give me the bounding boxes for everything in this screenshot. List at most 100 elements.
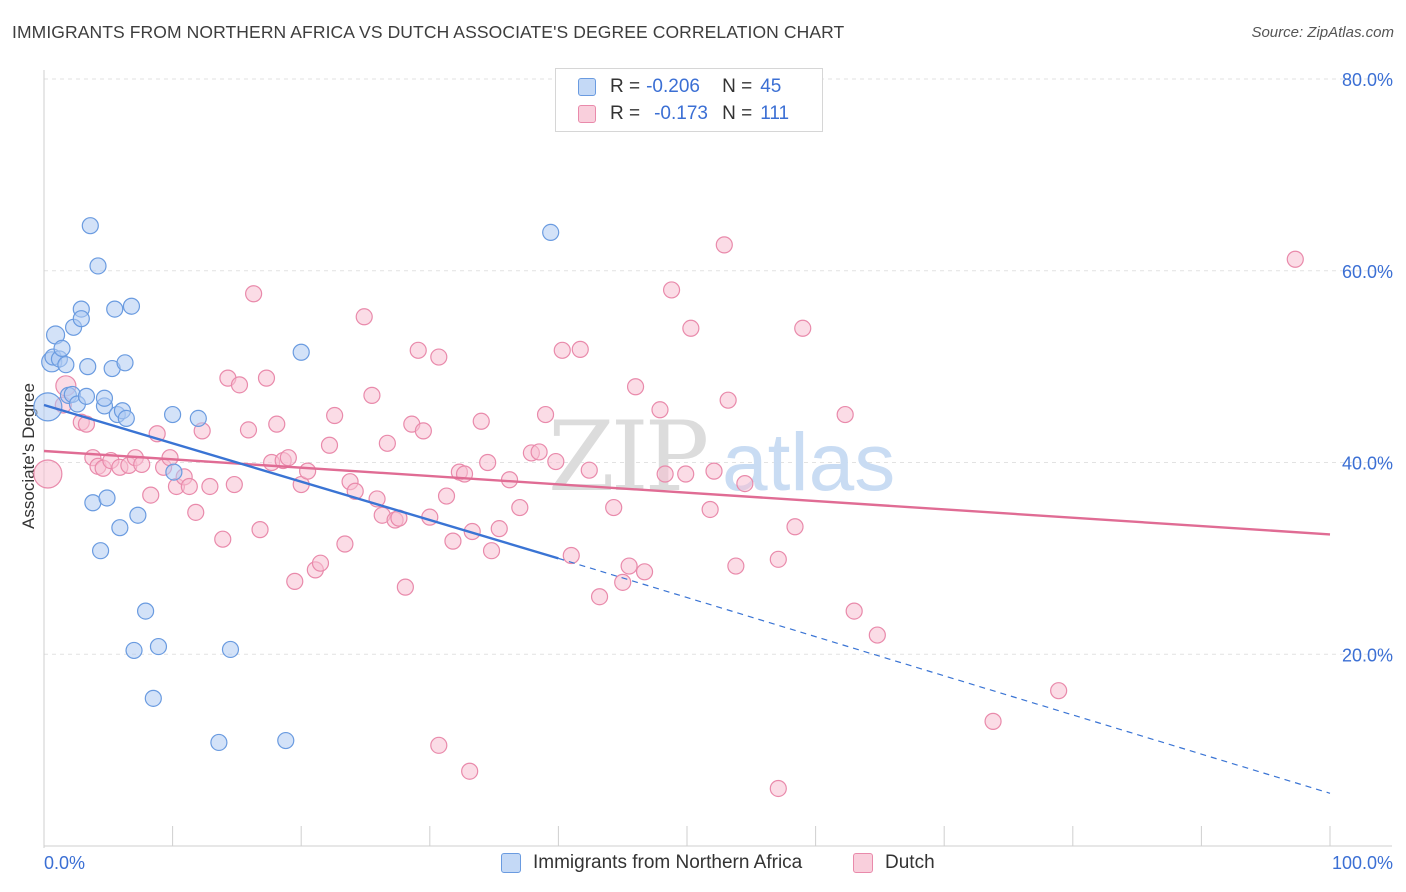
dutch-point <box>677 465 695 483</box>
northern-africa-point <box>292 343 310 361</box>
series-swatch-blue <box>501 853 521 873</box>
dutch-point <box>530 443 548 461</box>
dutch-point <box>346 482 364 500</box>
dutch-point <box>736 474 754 493</box>
northern-africa-points <box>33 217 560 752</box>
axes <box>43 70 1392 848</box>
dutch-point <box>580 461 598 479</box>
dutch-point <box>430 348 448 366</box>
legend-r-value: -0.206 <box>646 76 700 97</box>
dutch-point <box>201 477 219 496</box>
dutch-point <box>590 588 609 606</box>
watermark-atlas: atlas <box>722 417 895 508</box>
dutch-point <box>257 369 276 387</box>
northern-africa-point <box>57 356 75 374</box>
legend-swatch-pink <box>578 105 596 123</box>
dutch-point <box>326 406 344 425</box>
dutch-point <box>715 236 733 254</box>
northern-africa-point <box>210 733 228 752</box>
northern-africa-point <box>79 358 97 376</box>
dutch-point <box>1050 682 1068 700</box>
northern-africa-point <box>277 731 295 750</box>
watermark-zip: ZIP <box>548 401 707 513</box>
stats-legend: R = -0.206 N = 45 R = -0.173 N = 111 <box>555 68 823 132</box>
northern-africa-point <box>189 409 207 427</box>
northern-africa-point <box>125 641 143 660</box>
northern-africa-point <box>149 637 168 656</box>
dutch-point <box>701 500 719 519</box>
y-tick-label: 40.0% <box>1342 454 1393 474</box>
northern-africa-point <box>106 300 124 318</box>
dutch-point <box>77 415 96 433</box>
dutch-point <box>845 602 863 620</box>
dutch-point <box>547 452 565 471</box>
dutch-point <box>187 503 205 521</box>
legend-r-label: R = <box>610 76 641 97</box>
dutch-point <box>719 391 737 409</box>
northern-africa-point <box>77 387 96 405</box>
series-legend-northern-africa[interactable]: Immigrants from Northern Africa <box>501 852 802 874</box>
dutch-point <box>142 486 160 504</box>
legend-n-value: 111 <box>760 103 790 124</box>
dutch-point <box>437 487 456 505</box>
dutch-point <box>355 308 373 326</box>
dutch-point <box>794 319 812 337</box>
y-tick-label: 80.0% <box>1342 70 1393 90</box>
northern-africa-point <box>221 640 240 659</box>
dutch-points <box>33 236 1304 798</box>
dutch-point <box>868 626 886 644</box>
dutch-trendline <box>43 449 1331 536</box>
series-legend-dutch[interactable]: Dutch <box>853 852 935 874</box>
series-swatch-pink <box>853 853 873 873</box>
dutch-point <box>620 557 638 575</box>
dutch-point <box>230 376 249 394</box>
northern-africa-point <box>72 310 90 328</box>
northern-africa-point <box>81 217 99 235</box>
dutch-point <box>286 572 304 590</box>
dutch-point <box>479 453 497 472</box>
northern-africa-point <box>129 506 147 524</box>
dutch-point <box>444 532 462 550</box>
dutch-point <box>299 462 317 480</box>
northern-africa-point <box>165 463 183 481</box>
dutch-point <box>472 412 490 430</box>
dutch-point <box>511 498 529 517</box>
x-tick-label-max: 100.0% <box>1332 853 1393 873</box>
legend-row-northern-africa: R = -0.206 N = 45 <box>578 74 781 100</box>
trendlines <box>43 403 1331 794</box>
legend-n-value: 45 <box>760 76 782 97</box>
northern-africa-point <box>53 339 71 358</box>
dutch-point <box>626 378 645 396</box>
dutch-point <box>769 779 787 798</box>
x-ticks <box>43 826 1331 846</box>
watermark: ZIP atlas <box>548 401 895 513</box>
dutch-point <box>378 434 396 452</box>
dutch-point <box>562 546 580 565</box>
gridlines <box>44 78 1392 655</box>
dutch-point <box>180 477 198 496</box>
x-tick-label-min: 0.0% <box>44 853 85 873</box>
dutch-point <box>984 712 1002 730</box>
northern-africa-trendline-extension <box>558 557 1331 794</box>
y-tick-label: 60.0% <box>1342 262 1393 282</box>
legend-row-dutch: R = -0.173 N = 111 <box>578 101 789 127</box>
dutch-point <box>635 563 654 581</box>
dutch-point <box>311 554 330 572</box>
legend-n-label: N = <box>722 76 753 97</box>
dutch-point <box>251 521 269 539</box>
dutch-point <box>605 498 623 517</box>
dutch-point <box>553 341 571 359</box>
dutch-point <box>705 462 723 480</box>
dutch-point <box>1286 250 1304 268</box>
series-label: Dutch <box>885 852 935 873</box>
legend-n-label: N = <box>722 103 753 124</box>
dutch-point <box>336 535 354 553</box>
chart-title: IMMIGRANTS FROM NORTHERN AFRICA VS DUTCH… <box>12 22 845 42</box>
dutch-point <box>268 415 286 433</box>
northern-africa-point <box>117 409 135 427</box>
northern-africa-point <box>91 542 110 560</box>
dutch-point <box>430 736 448 754</box>
dutch-point <box>571 340 589 358</box>
northern-africa-point <box>95 389 114 407</box>
dutch-point <box>214 530 232 548</box>
